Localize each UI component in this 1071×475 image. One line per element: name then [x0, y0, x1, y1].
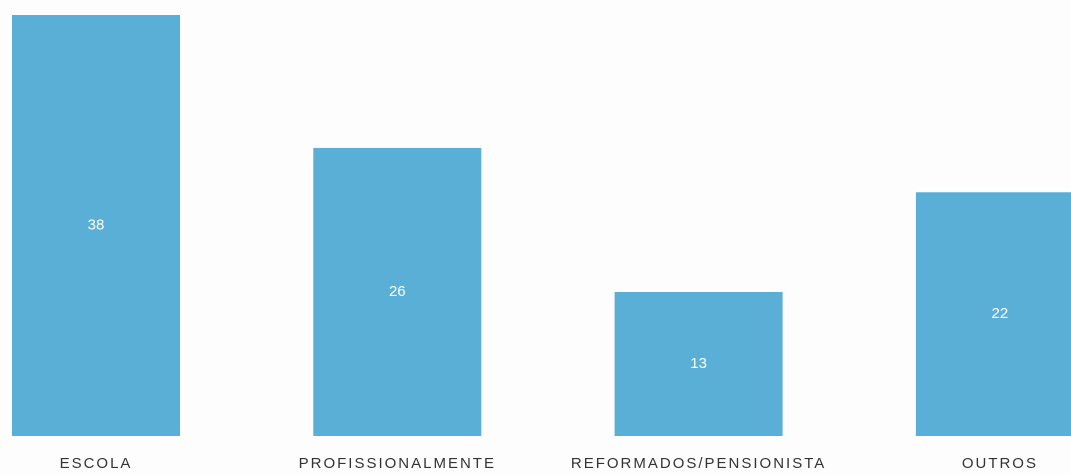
bar: [614, 291, 783, 436]
value-label: 26: [389, 283, 406, 300]
x-tick-label: OUTROS: [962, 455, 1038, 472]
value-label: 38: [88, 216, 105, 233]
x-tick-label: PROFISSIONALMENTE: [299, 455, 496, 472]
x-tick-label: REFORMADOS/PENSIONISTA: [571, 455, 826, 472]
value-label: 22: [992, 305, 1009, 322]
bar: [12, 15, 180, 436]
value-label: 13: [690, 355, 707, 372]
x-tick-label: ESCOLA: [60, 455, 133, 472]
bar: [915, 192, 1071, 436]
bar: [313, 147, 482, 436]
